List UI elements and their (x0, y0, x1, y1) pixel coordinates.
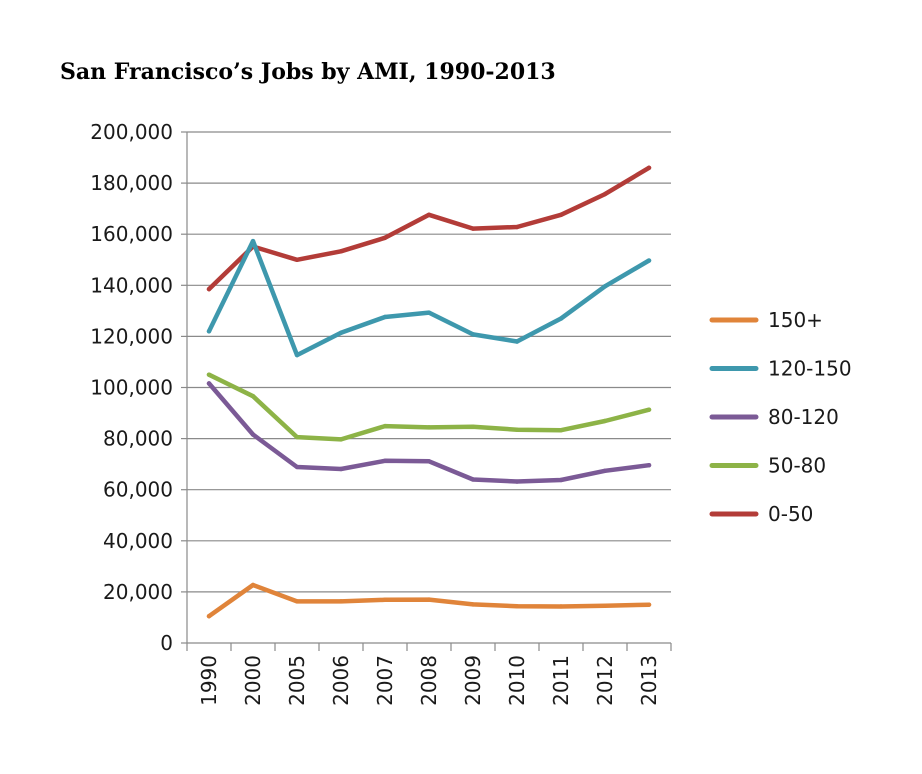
series-line-120-150 (206, 238, 652, 358)
data-point (646, 602, 652, 607)
data-point (338, 599, 344, 604)
data-point (426, 212, 432, 217)
data-point (602, 418, 608, 424)
data-point (206, 286, 212, 292)
data-point (514, 224, 520, 230)
data-point (338, 330, 344, 336)
data-point (514, 604, 520, 609)
data-point (206, 372, 212, 377)
x-tick-label: 2005 (285, 655, 309, 706)
y-tick-label: 0 (160, 631, 173, 655)
data-point (250, 393, 256, 399)
x-tick-label: 2006 (329, 655, 353, 706)
data-point (646, 462, 652, 468)
data-point (382, 597, 388, 603)
chart-title: San Francisco’s Jobs by AMI, 1990-2013 (60, 59, 556, 85)
data-point (558, 316, 564, 321)
legend-label: 120-150 (768, 357, 852, 381)
data-point (206, 329, 212, 334)
legend-item: 80-120 (709, 405, 839, 429)
x-tick-label: 2010 (505, 655, 529, 706)
data-point (338, 437, 344, 442)
y-tick-label: 80,000 (103, 427, 173, 451)
legend: 150+ 120-150 80-120 50-80 0-50 (709, 308, 852, 526)
data-point (426, 459, 432, 464)
data-point (382, 235, 388, 240)
data-point (602, 284, 608, 289)
legend-item: 0-50 (709, 502, 813, 526)
data-point (338, 466, 344, 472)
data-point (426, 425, 432, 430)
data-point (382, 458, 388, 464)
data-point (470, 332, 476, 337)
data-point (250, 432, 256, 437)
x-tick-label: 2013 (637, 655, 661, 706)
legend-label: 0-50 (768, 502, 813, 526)
data-point (294, 352, 300, 358)
x-tick-label: 2007 (373, 655, 397, 706)
legend-item: 120-150 (709, 357, 852, 381)
data-point (426, 310, 432, 315)
data-point (426, 597, 432, 602)
legend-label: 80-120 (768, 405, 839, 429)
data-point (250, 238, 256, 244)
data-point (646, 165, 652, 170)
legend-label: 50-80 (768, 454, 826, 478)
data-point (646, 407, 652, 412)
series-lines (206, 165, 652, 619)
y-tick-label: 60,000 (103, 478, 173, 502)
data-point (602, 468, 608, 473)
data-point (294, 257, 300, 262)
data-point (558, 427, 564, 433)
data-point (294, 599, 300, 604)
data-point (470, 477, 476, 482)
x-tick-label: 1990 (197, 655, 221, 706)
x-axis-tick-labels: 1990 2000 2005 2006 2007 2008 2009 2010 2011 2012… (197, 655, 661, 706)
data-point (470, 602, 476, 607)
legend-item: 150+ (709, 308, 823, 332)
legend-item: 50-80 (709, 454, 826, 478)
y-tick-label: 40,000 (103, 529, 173, 553)
data-point (470, 226, 476, 231)
series-line-50-80 (206, 372, 652, 442)
data-point (558, 477, 564, 483)
data-point (382, 314, 388, 320)
gridlines (187, 131, 671, 593)
x-tick-label: 2012 (593, 655, 617, 706)
y-tick-label: 200,000 (90, 120, 173, 144)
data-point (646, 258, 652, 263)
data-point (558, 604, 564, 609)
series-line-0-50 (206, 165, 652, 292)
x-tick-label: 2000 (241, 655, 265, 706)
data-point (602, 603, 608, 608)
data-point (294, 434, 300, 440)
x-tick-label: 2009 (461, 655, 485, 706)
data-point (294, 464, 300, 470)
data-point (250, 582, 256, 588)
y-tick-label: 100,000 (90, 376, 173, 400)
data-point (470, 424, 476, 430)
data-point (602, 191, 608, 197)
data-point (514, 339, 520, 344)
data-point (206, 381, 212, 386)
data-point (338, 249, 344, 254)
y-tick-label: 180,000 (90, 171, 173, 195)
series-line-80-120 (206, 381, 652, 484)
data-point (514, 427, 520, 432)
y-tick-label: 160,000 (90, 222, 173, 246)
data-point (558, 212, 564, 217)
data-point (206, 613, 212, 619)
data-point (514, 479, 520, 484)
legend-label: 150+ (768, 308, 823, 332)
axes (181, 131, 672, 651)
y-tick-label: 140,000 (90, 273, 173, 297)
x-tick-label: 2011 (549, 655, 573, 706)
y-tick-label: 120,000 (90, 324, 173, 348)
data-point (382, 423, 388, 429)
x-tick-label: 2008 (417, 655, 441, 706)
y-tick-label: 20,000 (103, 580, 173, 604)
y-axis-tick-labels: 0 20,000 40,000 60,000 80,000 100,000 120,000 1… (90, 120, 173, 655)
